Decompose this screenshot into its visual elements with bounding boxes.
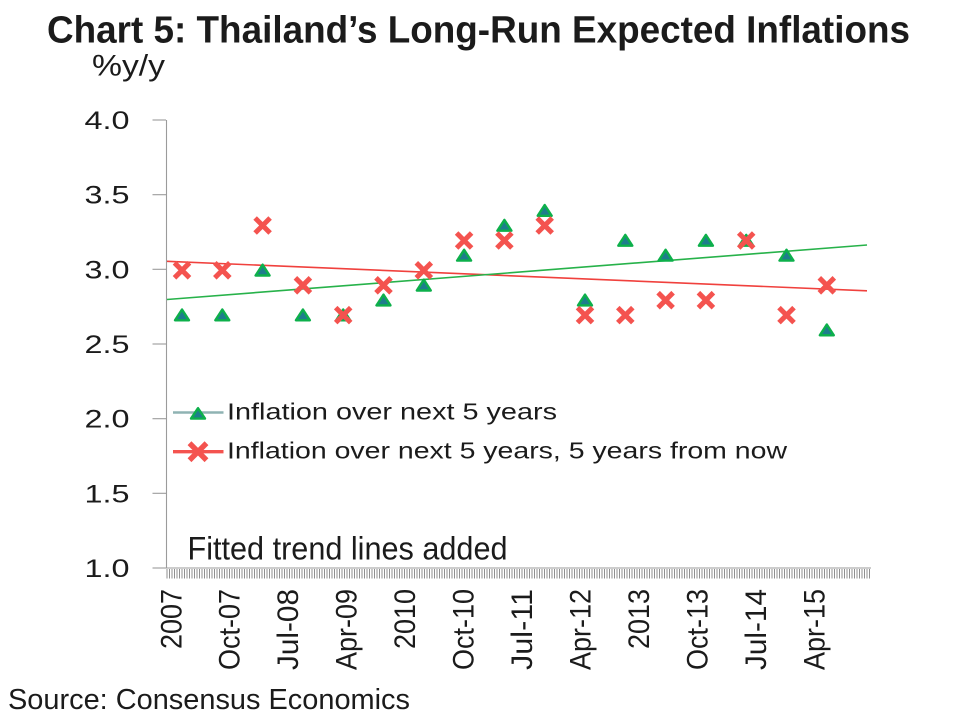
svg-text:Oct-13: Oct-13 bbox=[681, 589, 714, 670]
svg-text:Apr-12: Apr-12 bbox=[565, 589, 598, 670]
svg-text:Oct-10: Oct-10 bbox=[448, 589, 481, 670]
svg-text:2013: 2013 bbox=[623, 589, 656, 649]
svg-text:3.5: 3.5 bbox=[85, 182, 130, 210]
svg-text:%y/y: %y/y bbox=[92, 50, 165, 83]
svg-text:Oct-07: Oct-07 bbox=[214, 589, 247, 670]
svg-text:2010: 2010 bbox=[389, 589, 422, 649]
svg-text:Inflation over next 5 years, 5: Inflation over next 5 years, 5 years fro… bbox=[227, 438, 787, 464]
svg-text:1.5: 1.5 bbox=[85, 480, 130, 508]
svg-text:1.0: 1.0 bbox=[85, 555, 130, 583]
svg-text:Apr-15: Apr-15 bbox=[798, 589, 831, 670]
svg-text:4.0: 4.0 bbox=[85, 107, 130, 135]
svg-text:Fitted trend lines added: Fitted trend lines added bbox=[188, 531, 508, 567]
svg-text:Apr-09: Apr-09 bbox=[331, 589, 364, 670]
svg-text:Jul-11: Jul-11 bbox=[506, 589, 539, 670]
svg-text:2.5: 2.5 bbox=[85, 331, 130, 359]
svg-text:Inflation over next 5 years: Inflation over next 5 years bbox=[227, 399, 557, 425]
svg-text:Jul-08: Jul-08 bbox=[272, 589, 305, 670]
svg-text:2007: 2007 bbox=[155, 589, 188, 649]
svg-text:Jul-14: Jul-14 bbox=[740, 589, 773, 670]
svg-text:Chart 5: Thailand’s Long-Run E: Chart 5: Thailand’s Long-Run Expected In… bbox=[47, 10, 910, 52]
svg-text:Source: Consensus Economics: Source: Consensus Economics bbox=[8, 684, 410, 716]
svg-text:3.0: 3.0 bbox=[85, 256, 130, 284]
svg-text:2.0: 2.0 bbox=[85, 406, 130, 434]
